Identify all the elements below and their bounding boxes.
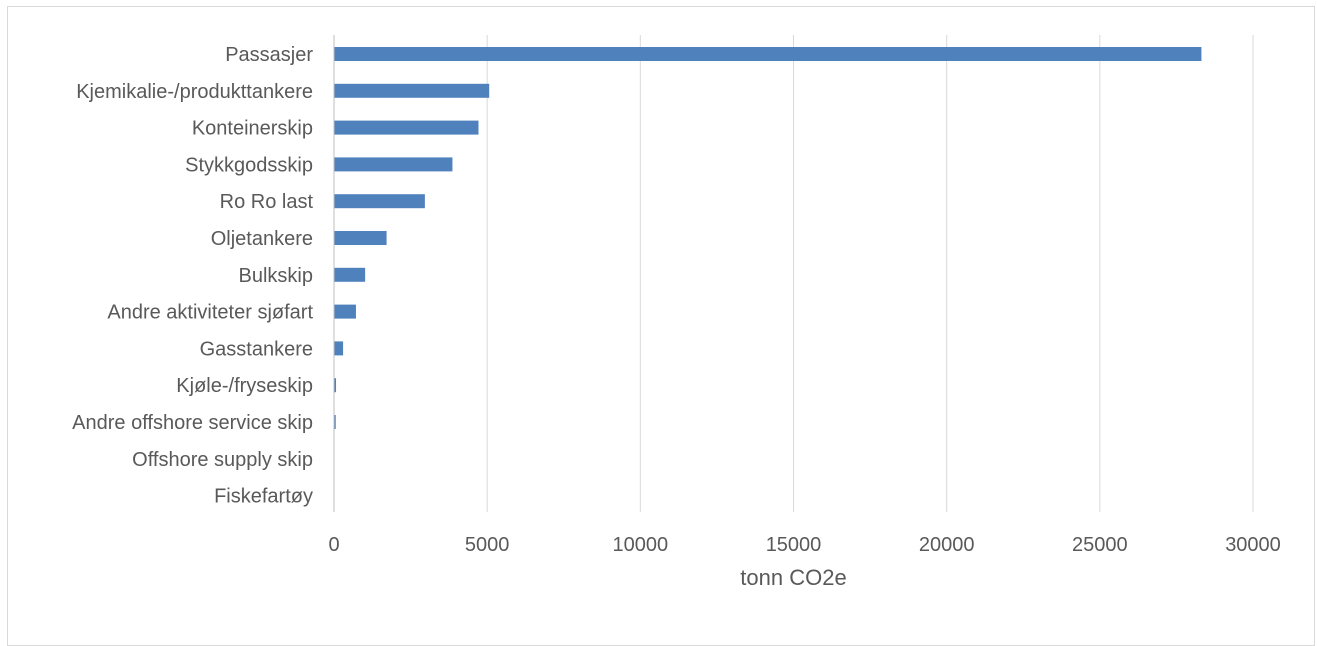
category-label: Offshore supply skip xyxy=(132,449,313,471)
category-label: Oljetankere xyxy=(211,228,313,250)
category-label: Stykkgodsskip xyxy=(185,154,313,176)
x-tick-label: 20000 xyxy=(919,534,975,556)
bar xyxy=(334,341,344,356)
x-tick-label: 25000 xyxy=(1072,534,1128,556)
category-label: Gasstankere xyxy=(200,338,313,360)
bar xyxy=(334,194,425,209)
x-tick-label: 15000 xyxy=(766,534,822,556)
category-label: Bulkskip xyxy=(239,265,313,287)
bars xyxy=(334,47,1202,429)
x-tick-label: 0 xyxy=(328,534,339,556)
category-label: Kjemikalie-/produkttankere xyxy=(76,81,313,103)
category-label: Fiskefartøy xyxy=(214,486,313,508)
gridlines xyxy=(333,35,1254,512)
bar xyxy=(334,267,366,282)
bar xyxy=(334,157,453,172)
bar xyxy=(334,120,479,135)
category-label: Kjøle-/fryseskip xyxy=(176,375,313,397)
category-label: Passasjer xyxy=(225,44,313,66)
bar xyxy=(334,378,337,393)
chart-frame xyxy=(7,6,1315,646)
bar xyxy=(334,415,336,429)
bar xyxy=(334,83,490,98)
x-tick-label: 10000 xyxy=(613,534,669,556)
category-label: Ro Ro last xyxy=(220,191,314,213)
category-labels: Passasjer Kjemikalie-/produkttankere Konte… xyxy=(72,44,313,508)
bar xyxy=(334,304,356,319)
bar xyxy=(334,231,387,245)
category-label: Konteinerskip xyxy=(192,118,313,140)
x-axis-title: tonn CO2e xyxy=(740,565,846,590)
x-tick-labels: 0 5000 10000 15000 20000 25000 30000 xyxy=(328,534,1280,556)
category-label: Andre offshore service skip xyxy=(72,412,313,434)
x-tick-label: 30000 xyxy=(1225,534,1281,556)
category-label: Andre aktiviteter sjøfart xyxy=(107,302,313,324)
bar-chart: Passasjer Kjemikalie-/produkttankere Konte… xyxy=(72,35,1281,590)
bar xyxy=(334,47,1202,61)
x-tick-label: 5000 xyxy=(465,534,510,556)
